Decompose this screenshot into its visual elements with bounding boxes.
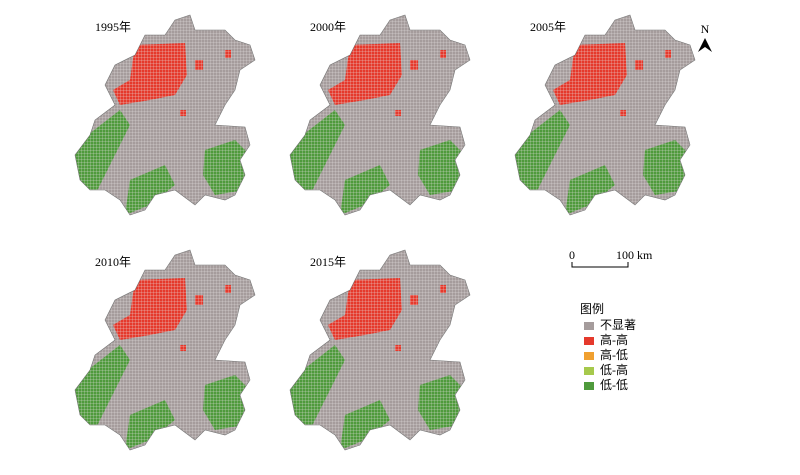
legend-title: 图例 [580, 302, 604, 316]
scale-end: 100 km [616, 248, 653, 262]
year-label: 2005年 [530, 20, 566, 34]
year-label: 2015年 [310, 255, 346, 269]
year-label: 2010年 [95, 255, 131, 269]
legend-swatch [584, 337, 594, 345]
legend-swatch [584, 352, 594, 360]
map-panel [285, 245, 485, 455]
map-panel [510, 10, 710, 220]
scale-start: 0 [569, 248, 575, 262]
legend-swatch [584, 367, 594, 375]
map-panel [70, 245, 270, 455]
legend-label: 高-高 [600, 332, 628, 347]
legend-swatch [584, 382, 594, 390]
legend-label: 高-低 [600, 347, 628, 362]
map-panel [70, 10, 270, 220]
legend-label: 低-高 [600, 362, 628, 377]
legend-swatch [584, 322, 594, 330]
legend-label: 低-低 [600, 378, 628, 392]
year-label: 2000年 [310, 20, 346, 34]
north-label: N [701, 22, 710, 36]
map-panel [285, 10, 485, 220]
scale-bar: 0 100 km [569, 248, 653, 268]
year-label: 1995年 [95, 20, 131, 34]
legend-label: 不显著 [600, 318, 636, 332]
north-arrow: N [698, 22, 712, 52]
